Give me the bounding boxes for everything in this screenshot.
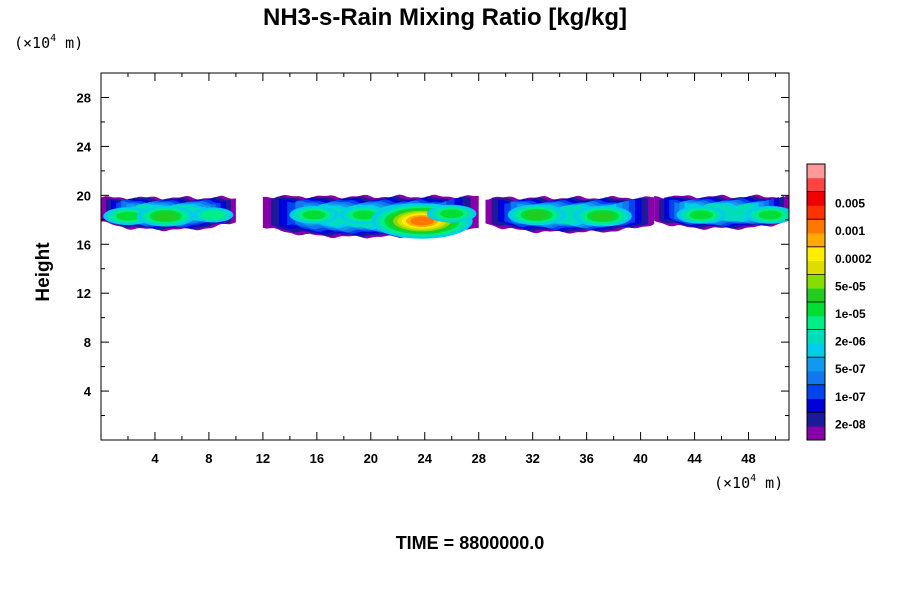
colorbar-swatch (807, 412, 825, 427)
y-tick-label: 4 (84, 384, 92, 399)
colorbar-swatch (807, 302, 825, 317)
cloud-core (525, 210, 549, 220)
cloud-core (352, 210, 376, 220)
colorbar-swatch (807, 398, 825, 413)
colorbar-swatch (807, 164, 825, 179)
x-tick-label: 32 (525, 451, 539, 466)
y-tick-label: 8 (84, 335, 91, 350)
colorbar-swatch (807, 233, 825, 248)
colorbar-swatch (807, 177, 825, 192)
colorbar-label: 0.001 (835, 224, 865, 238)
plot-frame (100, 72, 790, 441)
cloud-core (116, 211, 140, 221)
cloud-core (302, 210, 326, 220)
x-tick-label: 48 (741, 451, 755, 466)
colorbar-swatch (807, 260, 825, 275)
chart-title: NH3-s-Rain Mixing Ratio [kg/kg] (263, 4, 627, 31)
x-tick-label: 12 (256, 451, 270, 466)
y-tick-label: 12 (77, 286, 91, 301)
colorbar-label: 0.0002 (835, 252, 872, 266)
x-tick-label: 24 (418, 451, 433, 466)
x-tick-label: 28 (471, 451, 485, 466)
cloud-core (154, 211, 178, 221)
colorbar: 2e-08 1e-07 5e-07 2e-06 1e-05 5e-05 0.0002 0.00… (806, 163, 872, 441)
colorbar-swatch (807, 357, 825, 372)
cloud-core (758, 210, 782, 220)
y-tick-label: 28 (77, 90, 91, 105)
plot-area (101, 194, 789, 239)
colorbar-swatch (807, 191, 825, 206)
cloud-core (440, 209, 464, 219)
x-tick-label: 8 (205, 451, 212, 466)
colorbar-swatch (807, 274, 825, 289)
colorbar-label: 1e-07 (835, 390, 866, 404)
x-tick-label: 44 (687, 451, 702, 466)
colorbar-label: 0.005 (835, 197, 865, 211)
x-tick-label: 20 (364, 451, 378, 466)
cloud-core (591, 211, 615, 221)
x-tick-label: 36 (579, 451, 593, 466)
colorbar-swatch (807, 371, 825, 386)
colorbar-swatch (807, 343, 825, 358)
colorbar-label: 1e-05 (835, 307, 866, 321)
cloud-core (689, 210, 713, 220)
colorbar-label: 5e-07 (835, 362, 866, 376)
y-tick-label: 24 (77, 139, 92, 154)
x-tick-label: 40 (633, 451, 647, 466)
cloud-field (101, 194, 789, 239)
x-unit-label: (×104 m) (714, 473, 783, 492)
y-tick-label: 16 (77, 237, 91, 252)
y-tick-label: 20 (77, 188, 91, 203)
colorbar-swatch (807, 246, 825, 261)
colorbar-label: 2e-06 (835, 335, 866, 349)
colorbar-swatch (807, 329, 825, 344)
colorbar-swatch (807, 426, 825, 441)
colorbar-swatch (807, 288, 825, 303)
colorbar-swatch (807, 205, 825, 220)
y-unit-label: (×104 m) (14, 33, 83, 52)
x-tick-label: 4 (151, 451, 159, 466)
x-tick-label: 16 (310, 451, 324, 466)
colorbar-swatch (807, 315, 825, 330)
colorbar-label: 2e-08 (835, 417, 866, 431)
cloud-core (410, 216, 434, 226)
colorbar-label: 5e-05 (835, 279, 866, 293)
y-axis-label: Height (33, 242, 54, 302)
time-label: TIME = 8800000.0 (396, 533, 545, 553)
colorbar-swatch (807, 219, 825, 234)
colorbar-swatch (807, 384, 825, 399)
cloud-core (201, 210, 225, 220)
